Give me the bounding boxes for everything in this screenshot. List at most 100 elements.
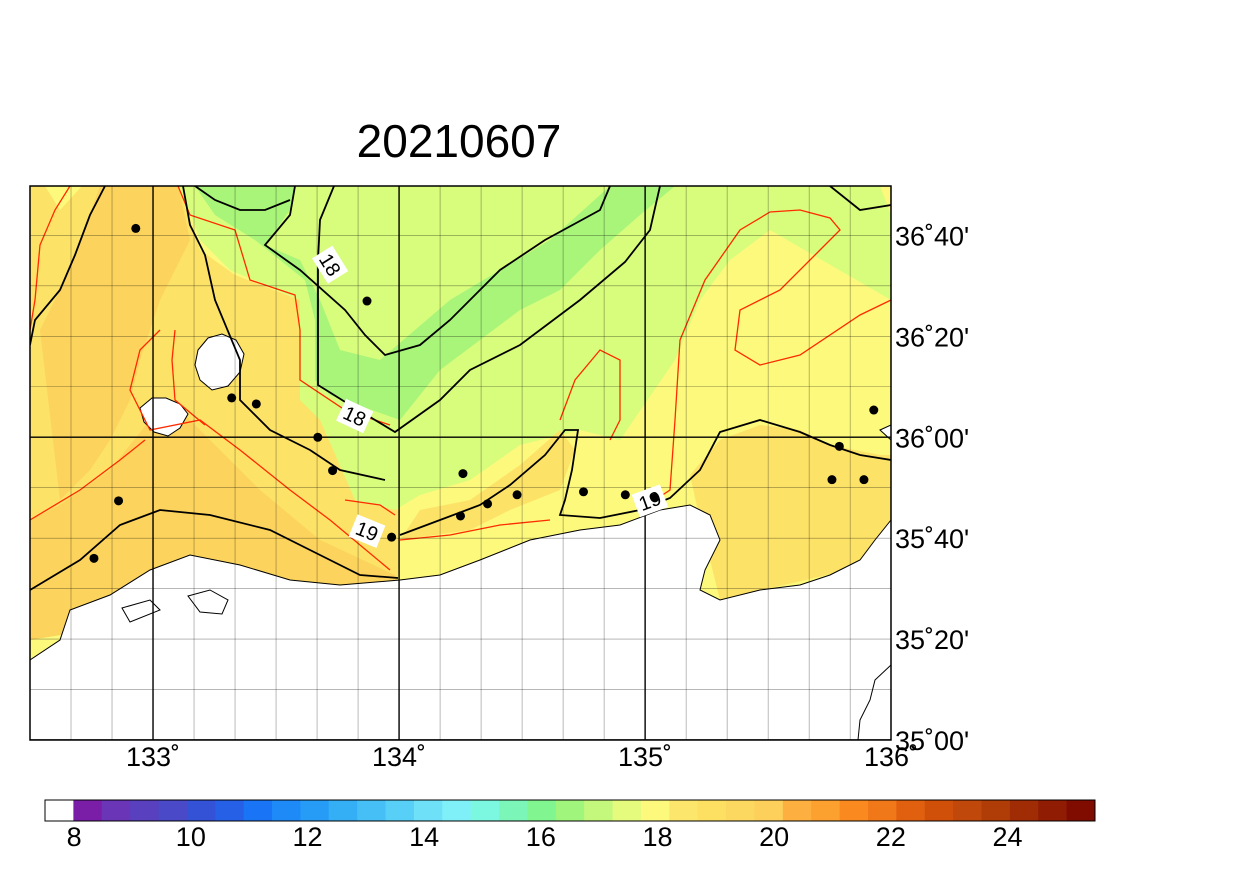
station-dot[interactable] [114,496,124,506]
colorbar-swatch [158,800,188,821]
land-small-island-2 [187,589,229,615]
contour-red-lines [30,186,891,571]
map-title: 20210607 [357,115,562,167]
colorbar-label: 22 [876,822,906,852]
colorbar-swatch [1066,800,1096,821]
lat-tick-label: 35˚00' [895,726,969,756]
contour-label-bg [348,514,386,548]
colorbar-label: 20 [759,822,789,852]
lon-tick-label: 134˚ [372,742,426,772]
colorbar-swatch [101,800,131,821]
station-dot[interactable] [869,405,879,415]
colorbar-swatch [243,800,273,821]
lon-tick-labels: 133˚ 134˚ 135˚ 136˚ [126,742,918,772]
station-dot[interactable] [131,223,141,233]
colorbar-swatch [867,800,897,821]
lat-tick-label: 35˚20' [895,625,969,655]
station-dot[interactable] [251,399,261,409]
station-dot[interactable] [89,553,99,563]
land-small-island-1 [121,599,161,623]
lat-tick-label: 36˚40' [895,221,969,251]
colorbar-swatch [499,800,528,821]
station-dot[interactable] [512,490,522,500]
sst-cold-core [195,186,675,420]
colorbar-swatch [73,800,103,821]
contour-label-bg [631,484,669,518]
colorbar-swatch [839,800,869,821]
colorbar-swatch [896,800,926,821]
colorbar-swatch [272,800,301,821]
lon-tick-label: 133˚ [126,742,180,772]
colorbar-swatch [1009,800,1039,821]
colorbar-swatch [754,800,784,821]
colorbar-label: 8 [67,822,82,852]
station-dot[interactable] [483,499,493,509]
colorbar-swatch [442,800,472,821]
station-dot[interactable] [859,475,869,485]
station-markers [89,223,879,563]
colorbar-swatch [300,800,330,821]
station-dot[interactable] [227,393,237,403]
station-dot[interactable] [362,296,372,306]
contour-label-bg [311,245,349,284]
lat-tick-labels: 35˚00' 35˚20' 35˚40' 36˚00' 36˚20' 36˚40' [895,221,969,756]
colorbar-swatch [413,800,443,821]
colorbar-swatch [328,800,358,821]
colorbar-swatch [953,800,982,821]
colorbar-swatch [726,800,755,821]
colorbar-label: 18 [642,822,672,852]
colorbar-swatch [470,800,500,821]
grid-lines [30,186,891,740]
lon-tick-label: 135˚ [618,742,672,772]
colorbar-swatch [782,800,812,821]
colorbar [44,799,1096,822]
colorbar-swatch [186,800,216,821]
station-dot[interactable] [620,490,630,500]
sst-warm-core [30,400,398,640]
colorbar-swatch [584,800,614,821]
colorbar-label: 24 [992,822,1022,852]
colorbar-swatch [130,800,160,821]
station-dot[interactable] [834,441,844,451]
colorbar-swatch [527,800,557,821]
land-honshu[interactable] [30,504,891,740]
colorbar-labels: 8 10 12 14 16 18 20 22 24 [67,822,1023,852]
colorbar-swatch [385,800,415,821]
colorbar-swatch [555,800,585,821]
station-dot[interactable] [313,432,323,442]
contour-black-lines [30,186,891,591]
colorbar-label: 16 [526,822,556,852]
colorbar-swatch [357,800,387,821]
contour-label-bg [336,398,374,434]
colorbar-label: 10 [176,822,206,852]
colorbar-swatch [1038,800,1068,821]
colorbar-label: 12 [292,822,322,852]
lat-tick-label: 36˚20' [895,322,969,352]
lon-tick-label: 136˚ [864,742,918,772]
station-dot[interactable] [328,466,338,476]
station-dot[interactable] [458,469,468,479]
colorbar-frame [44,799,1096,822]
colorbar-swatch [981,800,1011,821]
station-dot[interactable] [456,511,465,521]
station-dot[interactable] [650,493,660,503]
lat-tick-label: 35˚40' [895,524,969,554]
colorbar-swatch [612,800,642,821]
land-east-coast [879,424,891,441]
sst-warm-central [400,430,575,540]
colorbar-swatch [811,800,841,821]
station-dot[interactable] [387,532,397,542]
lat-tick-label: 36˚00' [895,423,969,453]
colorbar-swatch [924,800,954,821]
station-dot[interactable] [579,487,588,497]
colorbar-swatch [215,800,245,821]
colorbar-swatch [45,800,74,821]
colorbar-swatch [640,800,670,821]
map-frame [29,185,892,741]
land-kii-coast [857,664,891,740]
station-dot[interactable] [827,475,837,485]
colorbar-swatch [697,800,727,821]
